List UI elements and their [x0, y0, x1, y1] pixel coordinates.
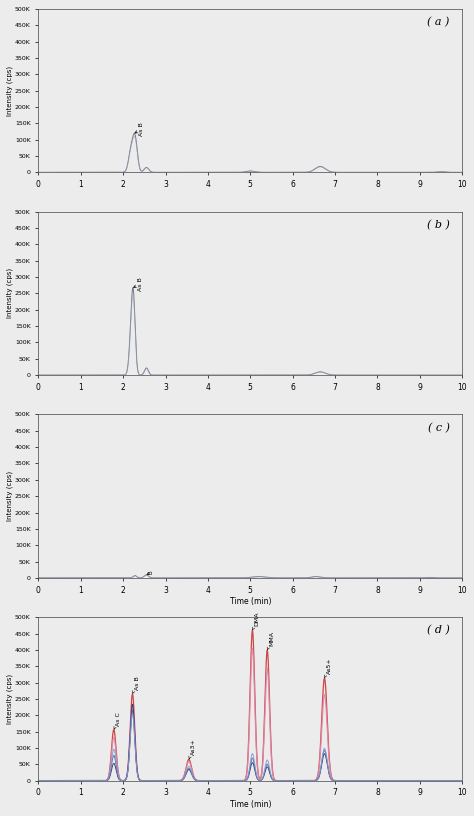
Text: DMA: DMA	[252, 612, 259, 630]
Text: As B: As B	[134, 277, 143, 291]
Text: B: B	[147, 570, 153, 574]
Text: ( d ): ( d )	[427, 625, 449, 636]
Y-axis label: Intensity (cps): Intensity (cps)	[7, 674, 13, 724]
Text: MMA: MMA	[267, 632, 274, 650]
X-axis label: Time (min): Time (min)	[229, 597, 271, 606]
Text: As B: As B	[135, 122, 145, 136]
Text: As5+: As5+	[324, 658, 331, 677]
Y-axis label: Intensity (cps): Intensity (cps)	[7, 471, 13, 521]
Text: ( b ): ( b )	[427, 220, 449, 230]
Y-axis label: Intensity (cps): Intensity (cps)	[7, 268, 13, 318]
Text: As B: As B	[133, 676, 140, 694]
X-axis label: Time (min): Time (min)	[229, 800, 271, 809]
Text: As C: As C	[114, 712, 121, 729]
Text: As3+: As3+	[189, 738, 196, 759]
Y-axis label: Intensity (cps): Intensity (cps)	[7, 65, 13, 116]
Text: ( a ): ( a )	[427, 17, 449, 28]
Text: ( c ): ( c )	[428, 423, 449, 433]
